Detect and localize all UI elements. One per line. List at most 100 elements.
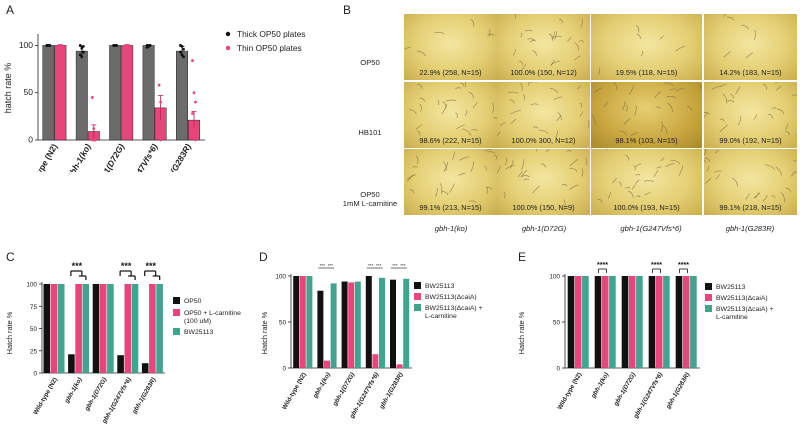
worm: [470, 18, 475, 27]
worm: [580, 18, 583, 28]
worm: [654, 91, 661, 99]
bar-op50-gbh-1-g283r: [141, 363, 149, 373]
worm: [723, 51, 731, 58]
legend: Thick OP50 plates Thin OP50 plates: [225, 29, 305, 53]
worm: [567, 36, 572, 42]
worm: [775, 166, 782, 176]
bar-op50-gbh-1-d72g: [92, 284, 100, 373]
row-label-carnitine: 1mM L-carnitine: [342, 199, 398, 208]
significance-stars: ***: [121, 261, 132, 271]
worm: [493, 117, 497, 119]
worm: [706, 165, 710, 172]
worm: [653, 170, 659, 177]
y-tick-label: 75: [30, 304, 38, 311]
bar-bw25113-gbh-1-g247vfs-6: [131, 284, 139, 373]
bar-bw25113-caia-l-carnitine-gbh-1-ko: [609, 276, 616, 368]
worm: [521, 175, 530, 178]
data-point: [160, 110, 164, 114]
legend-marker-thin: [225, 45, 231, 51]
category-label-gbh-1-ko: gbh-1(ko): [63, 377, 84, 406]
data-point: [124, 44, 128, 47]
worm: [643, 180, 654, 183]
worm: [415, 155, 419, 165]
legend-swatch-bw25113: [173, 328, 180, 335]
worm: [628, 190, 634, 198]
worm: [660, 121, 663, 133]
worm: [419, 103, 422, 112]
worm: [507, 91, 519, 94]
worm: [628, 85, 634, 96]
y-axis-label: Hatch rate %: [5, 311, 14, 354]
worm: [793, 160, 797, 162]
worm: [470, 161, 475, 172]
worm: [443, 161, 449, 173]
bar-bw25113-gbh-1-d72g: [621, 276, 629, 368]
micrograph-texture: [597, 149, 683, 204]
worm: [553, 96, 563, 100]
worm: [409, 189, 415, 194]
worm: [532, 126, 539, 129]
worm: [441, 104, 448, 115]
bar-thick-op50-plates-gbh-1-d72g: [109, 45, 122, 141]
chart-panel-e: Hatch rate % 0 50 100 Wild-type (N2) gbh-1(k…: [517, 262, 774, 421]
category-label-gbh-1-ko: gbh-1(ko): [311, 372, 332, 401]
micrograph-gbh-1-g247vfs-6-row-3: 100.0% (193, N=15): [591, 149, 702, 215]
worm: [505, 164, 515, 170]
worm: [687, 105, 692, 111]
data-point: [80, 55, 84, 59]
worm: [435, 187, 438, 198]
worm: [623, 117, 631, 125]
data-point: [78, 53, 82, 57]
worm: [574, 42, 580, 51]
worm: [497, 166, 501, 174]
y-tick-label: 0: [33, 371, 37, 378]
worm: [555, 130, 558, 139]
worm: [711, 86, 722, 90]
worm: [635, 179, 640, 184]
bar-bw25113-gbh-1-g247vfs-6: [365, 276, 372, 368]
data-point: [90, 96, 94, 99]
bar-bw25113-caia-gbh-1-g247vfs-6: [372, 354, 379, 368]
worm: [528, 82, 530, 86]
legend-label-op50: OP50: [184, 298, 202, 305]
worm: [486, 186, 493, 191]
worm: [606, 149, 608, 151]
data-point: [192, 127, 196, 131]
worm: [622, 100, 626, 111]
worm: [455, 112, 458, 118]
bar-bw25113-caia-l-carnitine-gbh-1-g247vfs-6: [663, 276, 670, 368]
bar-bw25113-caia-l-carnitine-wild-type-n2: [306, 276, 313, 368]
worm: [532, 185, 540, 194]
hatch-rate-text: 100.0% (150, N=12): [510, 68, 577, 77]
worm: [753, 114, 757, 120]
worm: [568, 167, 578, 172]
worm: [771, 195, 776, 199]
category-label-wild-type-n2: Wild-type (N2): [281, 372, 308, 411]
legend-label-bw25113: BW25113: [184, 329, 214, 336]
worm: [519, 82, 523, 92]
legend-swatch-op50-carnitine: [173, 309, 180, 316]
bar-thick-op50-plates-gbh-1-g283r: [176, 50, 188, 141]
data-point: [127, 44, 131, 47]
worm: [675, 45, 686, 52]
worm: [656, 166, 662, 169]
bar-thick-op50-plates-gbh-1-ko: [75, 50, 88, 141]
bar-bw25113-gbh-1-g283r: [156, 284, 163, 373]
worm: [585, 158, 588, 166]
significance-stars: ***: [72, 261, 83, 271]
worm: [529, 40, 536, 43]
y-tick-label: 100: [549, 274, 560, 281]
significance-stars: ***: [392, 263, 398, 268]
worm: [669, 88, 677, 91]
panel-label-a: A: [6, 3, 15, 17]
legend-label-caia-carnitine: BW25113(ΔcaiA) +: [716, 306, 774, 313]
data-point: [182, 55, 185, 59]
worm: [704, 157, 710, 163]
legend-label-op50-carnitine: OP50 + L-carnitine: [184, 310, 241, 317]
worm: [625, 187, 631, 189]
legend-label-carnitine: L-carnitine: [716, 314, 748, 321]
legend: OP50 OP50 + L-carnitine (100 uM) BW25113: [173, 297, 241, 336]
bar-bw25113-wild-type-n2: [57, 284, 65, 373]
worm: [460, 82, 465, 87]
